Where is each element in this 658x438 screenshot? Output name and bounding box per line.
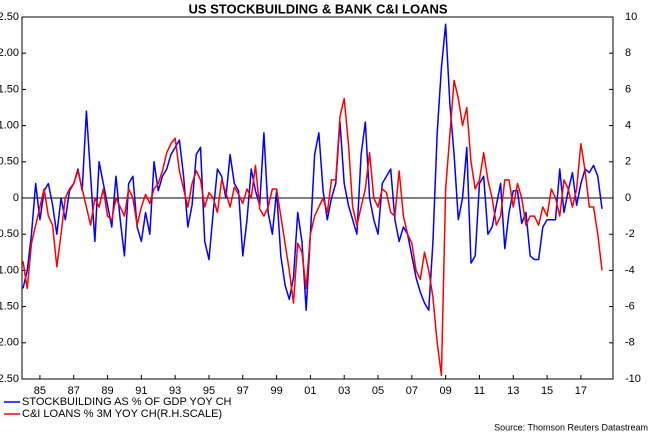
chart-title: US STOCKBUILDING & BANK C&I LOANS <box>188 1 447 16</box>
y2-tick-label: 8 <box>625 47 631 59</box>
x-tick-label: 11 <box>474 385 485 397</box>
y-tick-label: 1.50 <box>0 83 19 95</box>
y-tick-label: 0 <box>13 192 19 204</box>
y2-tick-label: 2 <box>625 156 631 168</box>
x-tick-label: 15 <box>541 385 553 397</box>
y-tick-label: -1.50 <box>0 301 19 313</box>
x-tick-label: 87 <box>68 385 80 397</box>
y-tick-label: 0.50 <box>0 156 19 168</box>
x-tick-label: 01 <box>304 385 316 397</box>
series-line <box>22 79 603 377</box>
x-tick-label: 07 <box>406 385 418 397</box>
y2-tick-label: -8 <box>625 337 635 349</box>
y2-tick-label: 6 <box>625 83 631 95</box>
x-tick-label: 03 <box>338 385 350 397</box>
x-tick-label: 05 <box>372 385 384 397</box>
legend-label: STOCKBUILDING AS % OF GDP YOY CH <box>22 396 232 408</box>
legend-label: C&I LOANS % 3M YOY CH(R.H.SCALE) <box>22 408 222 420</box>
y2-tick-label: -2 <box>625 228 635 240</box>
x-tick-label: 99 <box>270 385 282 397</box>
x-tick-label: 09 <box>440 385 452 397</box>
x-tick-label: 89 <box>101 385 113 397</box>
y2-tick-label: 4 <box>625 120 631 132</box>
x-tick-label: 93 <box>169 385 181 397</box>
x-tick-label: 85 <box>34 385 46 397</box>
x-tick-label: 13 <box>507 385 519 397</box>
y-tick-label: -0.50 <box>0 228 19 240</box>
y-tick-label: 2.50 <box>0 11 19 23</box>
y-tick-label: -2.00 <box>0 337 19 349</box>
x-tick-label: 17 <box>575 385 587 397</box>
y-tick-label: 2.00 <box>0 47 19 59</box>
y-tick-label: 1.00 <box>0 120 19 132</box>
y2-tick-label: 0 <box>625 192 631 204</box>
y-tick-label: -1.00 <box>0 264 19 276</box>
x-tick-label: 91 <box>135 385 147 397</box>
y2-tick-label: -4 <box>625 264 635 276</box>
source-note: Source: Thomson Reuters Datastream <box>494 422 648 432</box>
x-tick-label: 95 <box>203 385 215 397</box>
y-tick-label: -2.50 <box>0 373 19 385</box>
y2-tick-label: -6 <box>625 301 635 313</box>
x-tick-label: 97 <box>237 385 249 397</box>
y2-tick-label: -10 <box>625 373 641 385</box>
y2-tick-label: 10 <box>625 11 637 23</box>
series-line <box>22 23 603 311</box>
